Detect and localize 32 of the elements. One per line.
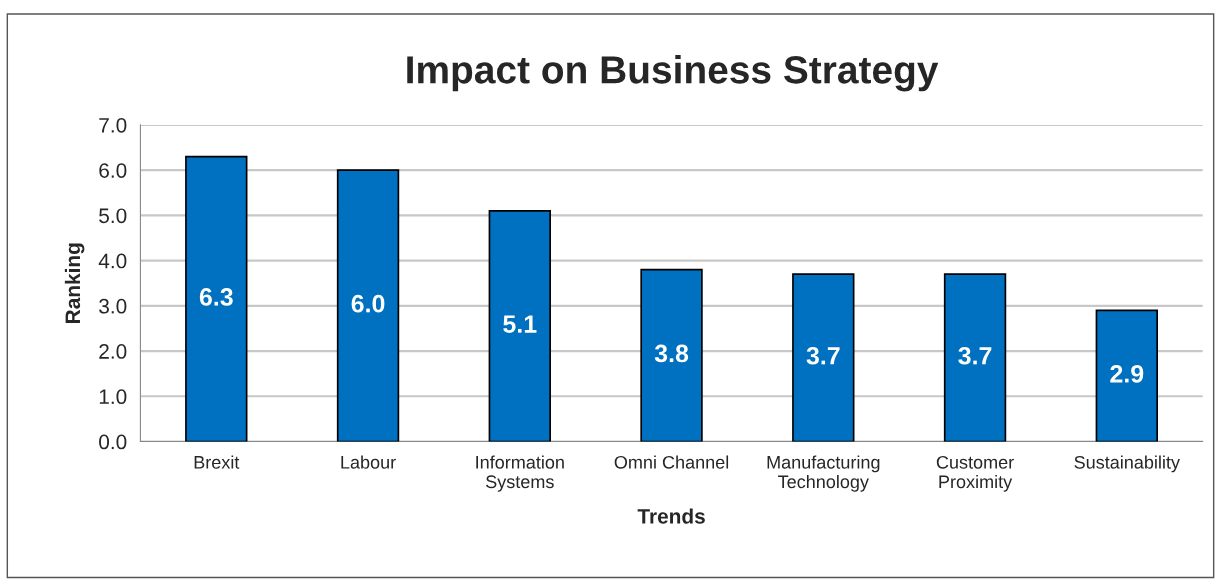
x-tick-label: Brexit xyxy=(194,455,240,469)
x-tick-label: Omni Channel xyxy=(614,455,729,469)
data-label: 3.7 xyxy=(806,346,840,365)
y-tick-label: 5.0 xyxy=(99,208,127,224)
data-label: 2.9 xyxy=(1110,364,1144,383)
x-tick-label: Sustainability xyxy=(1074,455,1180,473)
y-tick-label: 1.0 xyxy=(99,389,127,405)
chart-title: Impact on Business Strategy xyxy=(407,55,939,92)
bar xyxy=(185,155,248,442)
x-tick-label: Information Systems xyxy=(476,455,564,492)
bar xyxy=(336,169,400,442)
bar xyxy=(488,210,551,442)
y-axis-title: Ranking xyxy=(64,243,85,323)
x-tick-label: Labour xyxy=(341,455,396,469)
y-tick-label: 3.0 xyxy=(99,298,127,314)
y-tick-label: 4.0 xyxy=(98,253,127,269)
y-tick-label: 6.0 xyxy=(99,163,127,178)
bar xyxy=(792,273,855,442)
x-axis-title: Trends xyxy=(637,508,705,524)
data-label: 5.1 xyxy=(503,315,537,333)
bar xyxy=(640,268,703,442)
data-label: 3.8 xyxy=(654,344,689,363)
y-tick-label: 0.0 xyxy=(99,434,127,450)
y-tick-label: 2.0 xyxy=(99,344,127,359)
data-label: 6.0 xyxy=(351,294,385,313)
bar xyxy=(1095,309,1158,442)
y-tick-label: 7.0 xyxy=(99,117,127,133)
data-label: 3.7 xyxy=(958,346,992,365)
bar xyxy=(943,273,1007,442)
x-tick-label: Customer Proximity xyxy=(936,455,1014,492)
data-label: 6.3 xyxy=(199,288,233,306)
x-tick-label: Manufacturing Technology xyxy=(767,455,880,492)
